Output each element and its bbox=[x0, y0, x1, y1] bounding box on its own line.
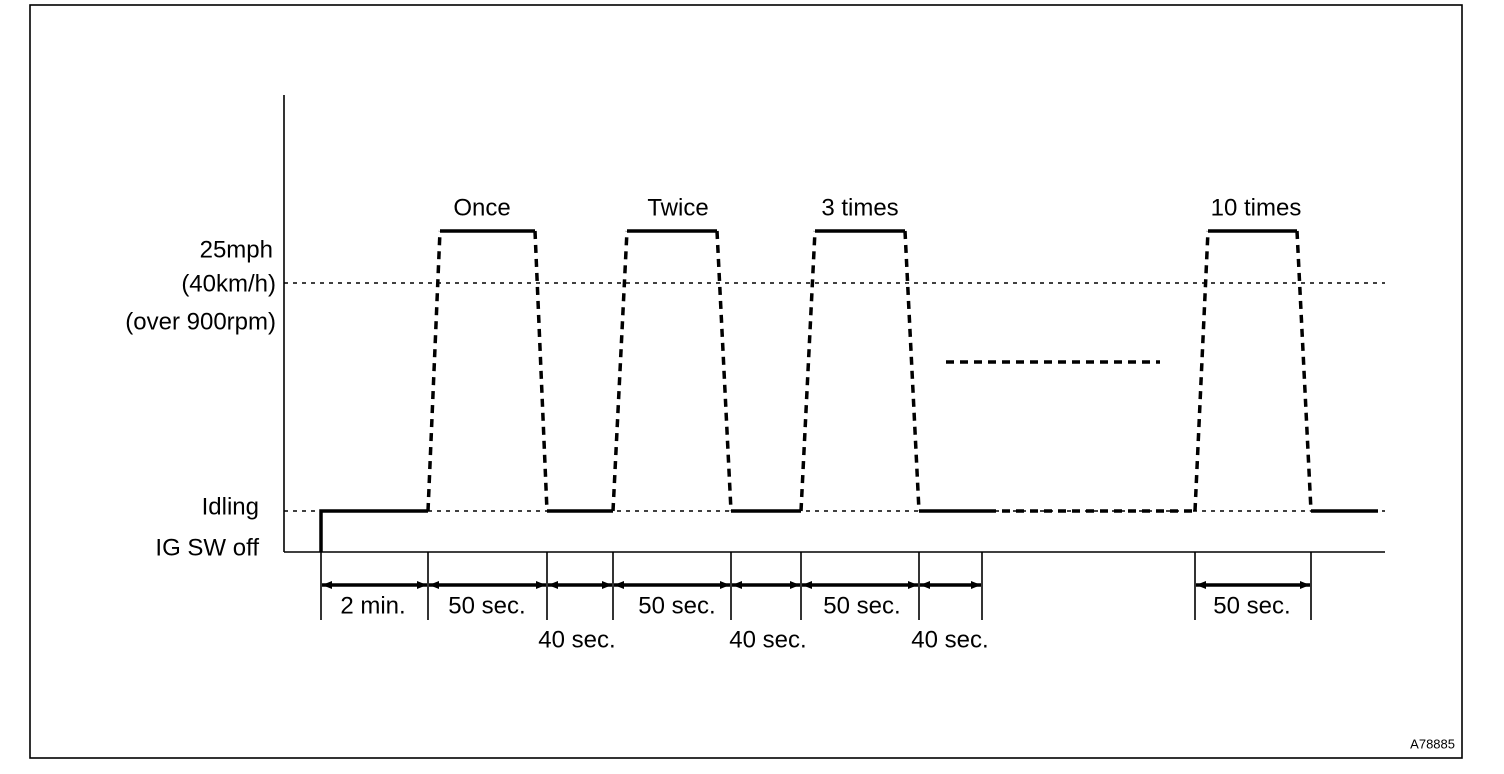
ig-off-label: IG SW off bbox=[155, 534, 259, 561]
cycle-label: Once bbox=[453, 194, 510, 221]
dimension-lines bbox=[320, 552, 1312, 620]
axes bbox=[283, 95, 1385, 553]
cycle-label: 3 times bbox=[821, 194, 898, 221]
duration-label: 50 sec. bbox=[1213, 592, 1290, 619]
duration-label: 2 min. bbox=[340, 592, 405, 619]
duration-label: 50 sec. bbox=[823, 592, 900, 619]
cycle-label: Twice bbox=[647, 194, 708, 221]
speed-label: 25mph bbox=[200, 236, 273, 263]
idling-label: Idling bbox=[202, 493, 259, 520]
frame bbox=[29, 4, 1463, 759]
duration-label: 50 sec. bbox=[638, 592, 715, 619]
duration-label: 40 sec. bbox=[538, 626, 615, 653]
duration-label: 40 sec. bbox=[911, 626, 988, 653]
cycle-label: 10 times bbox=[1211, 194, 1302, 221]
duration-label: 40 sec. bbox=[729, 626, 806, 653]
speed-label: (40km/h) bbox=[181, 270, 276, 297]
figure-id: A78885 bbox=[1410, 736, 1455, 751]
speed-label: (over 900rpm) bbox=[125, 308, 276, 335]
duration-label: 50 sec. bbox=[448, 592, 525, 619]
speed-profile bbox=[319, 229, 1378, 552]
